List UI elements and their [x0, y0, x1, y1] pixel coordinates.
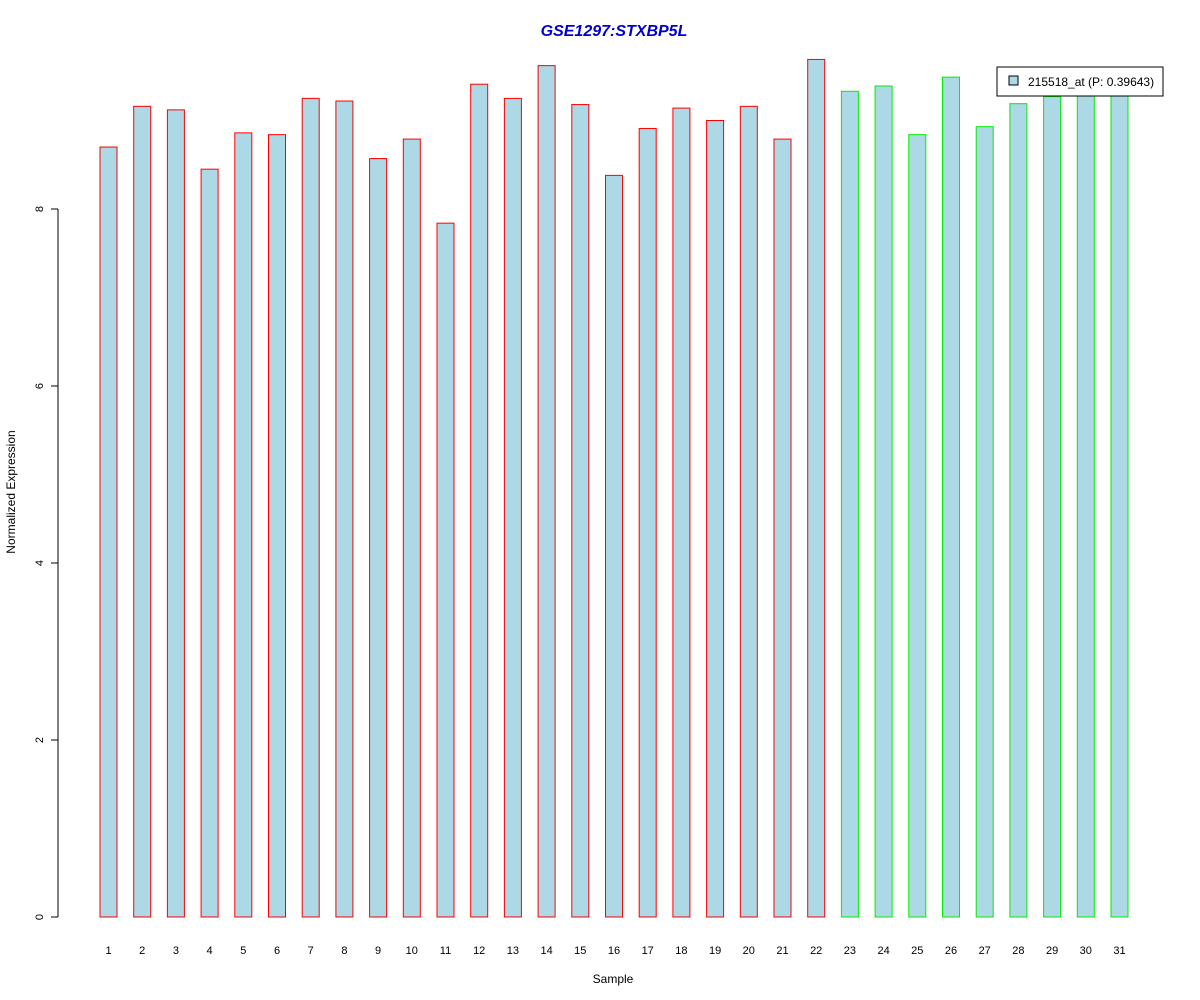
x-tick-label: 12	[473, 945, 485, 957]
bar	[571, 104, 590, 918]
bar	[402, 138, 421, 918]
x-tick-label: 14	[540, 945, 552, 957]
x-tick-label: 1	[105, 945, 111, 957]
x-tick-label: 29	[1046, 945, 1058, 957]
bar	[1076, 93, 1095, 918]
bar	[99, 146, 118, 918]
x-tick-label: 20	[743, 945, 755, 957]
bar	[605, 174, 623, 918]
y-axis: 0 2 4 6 8	[34, 206, 59, 920]
bar	[942, 76, 960, 918]
y-tick-label: 4	[34, 560, 46, 566]
x-tick-label: 4	[207, 945, 213, 957]
legend-box	[996, 66, 1164, 97]
x-tick-label: 24	[877, 945, 889, 957]
bar	[133, 105, 152, 918]
x-tick-label: 11	[440, 945, 451, 957]
x-axis-tick-labels: 1 2 3 4 5 6 7 8 9 10 11 12 13 14 15 16 17 18 19 20 21 22 23 24 2…	[105, 945, 1125, 957]
bar	[503, 97, 522, 918]
bar	[234, 132, 253, 918]
x-tick-label: 16	[608, 945, 620, 957]
x-tick-label: 31	[1113, 945, 1125, 957]
x-tick-label: 9	[375, 945, 381, 957]
bar	[335, 100, 354, 918]
bar	[436, 222, 455, 918]
y-tick-label: 2	[34, 737, 46, 743]
bar	[470, 83, 489, 918]
bar	[1009, 103, 1028, 918]
bar	[200, 168, 219, 918]
legend-swatch	[1008, 75, 1019, 86]
x-tick-label: 21	[776, 945, 788, 957]
y-tick-label: 8	[34, 206, 46, 212]
x-axis-label: Sample	[593, 972, 634, 986]
x-tick-label: 25	[911, 945, 923, 957]
bar	[975, 126, 994, 918]
x-tick-label: 30	[1080, 945, 1092, 957]
x-tick-label: 28	[1012, 945, 1024, 957]
bar	[268, 134, 286, 918]
legend-label: 215518_at (P: 0.39643)	[1028, 75, 1154, 89]
x-tick-label: 22	[810, 945, 822, 957]
bar	[672, 107, 691, 918]
x-tick-label: 3	[173, 945, 179, 957]
bars	[99, 58, 1129, 918]
x-tick-label: 2	[139, 945, 145, 957]
chart-title: GSE1297:STXBP5L	[541, 23, 688, 40]
bar	[840, 90, 859, 918]
x-tick-label: 18	[675, 945, 687, 957]
bar	[166, 109, 185, 918]
x-tick-label: 23	[844, 945, 856, 957]
y-tick-label: 6	[34, 383, 46, 389]
x-tick-label: 27	[979, 945, 991, 957]
bar	[537, 65, 556, 918]
y-axis-label: Normalized Expression	[4, 430, 18, 553]
bar	[874, 85, 893, 918]
legend: 215518_at (P: 0.39643)	[996, 66, 1164, 97]
bar	[1043, 96, 1062, 918]
bar	[773, 138, 792, 918]
bar	[739, 105, 758, 918]
x-tick-label: 17	[642, 945, 654, 957]
x-tick-label: 6	[274, 945, 280, 957]
x-tick-label: 10	[406, 945, 418, 957]
bar	[706, 120, 725, 918]
bar	[638, 127, 657, 918]
x-tick-label: 5	[240, 945, 246, 957]
bar	[369, 158, 388, 918]
x-tick-label: 26	[945, 945, 957, 957]
x-tick-label: 13	[507, 945, 519, 957]
y-tick-label: 0	[34, 914, 46, 920]
x-tick-label: 7	[308, 945, 314, 957]
x-tick-label: 8	[341, 945, 347, 957]
bar	[908, 134, 927, 918]
x-tick-label: 15	[574, 945, 586, 957]
x-tick-label: 19	[709, 945, 721, 957]
bar	[1110, 93, 1129, 918]
bar	[807, 58, 826, 918]
bar	[301, 97, 320, 918]
